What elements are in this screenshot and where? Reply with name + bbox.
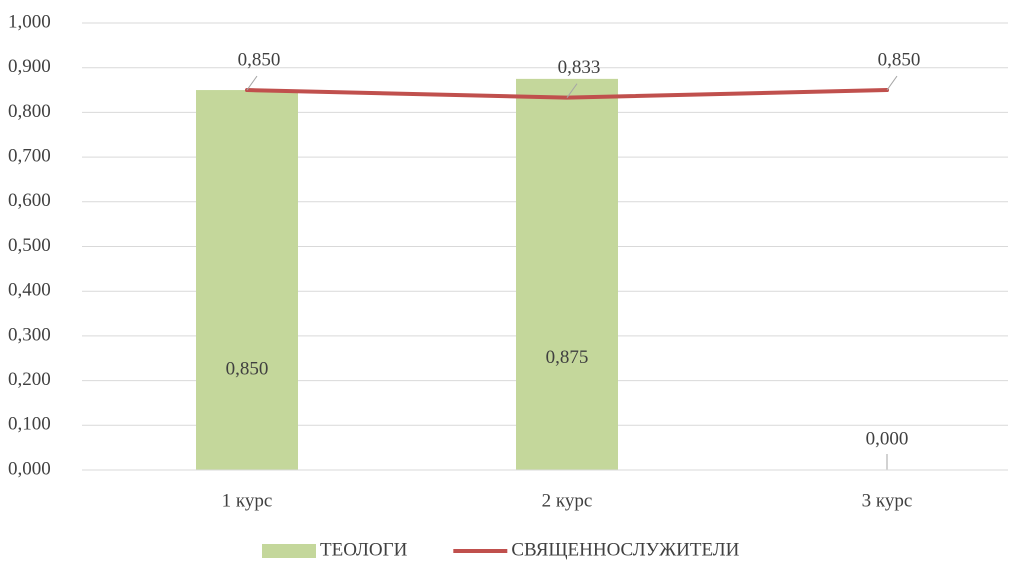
legend-label: ТЕОЛОГИ [320, 539, 408, 560]
y-tick-label: 0,900 [8, 56, 51, 77]
y-tick-label: 0,800 [8, 101, 51, 122]
bar-value-label: 0,875 [546, 347, 589, 368]
legend-swatch [262, 544, 316, 558]
x-tick-label: 1 курс [222, 490, 273, 511]
leader-line [566, 83, 578, 98]
line-value-label: 0,850 [238, 49, 281, 70]
line-value-label: 0,850 [878, 49, 921, 70]
legend-label: СВЯЩЕННОСЛУЖИТЕЛИ [511, 539, 739, 560]
y-tick-label: 0,200 [8, 369, 51, 390]
y-tick-label: 0,600 [8, 190, 51, 211]
y-tick-label: 0,500 [8, 235, 51, 256]
bar [516, 78, 618, 470]
x-tick-label: 3 курс [862, 490, 913, 511]
line-value-label: 0,833 [558, 57, 601, 78]
bar-value-label: 0,850 [226, 358, 269, 379]
leader-line [246, 75, 258, 91]
y-tick-label: 0,700 [8, 145, 51, 166]
leader-line [886, 75, 898, 91]
y-tick-label: 0,100 [8, 414, 51, 435]
y-tick-label: 1,000 [8, 11, 51, 32]
y-tick-label: 0,400 [8, 280, 51, 301]
x-tick-label: 2 курс [542, 490, 593, 511]
bar-value-label: 0,000 [866, 428, 909, 449]
y-tick-label: 0,300 [8, 324, 51, 345]
y-tick-label: 0,000 [8, 458, 51, 479]
bar [196, 90, 298, 471]
